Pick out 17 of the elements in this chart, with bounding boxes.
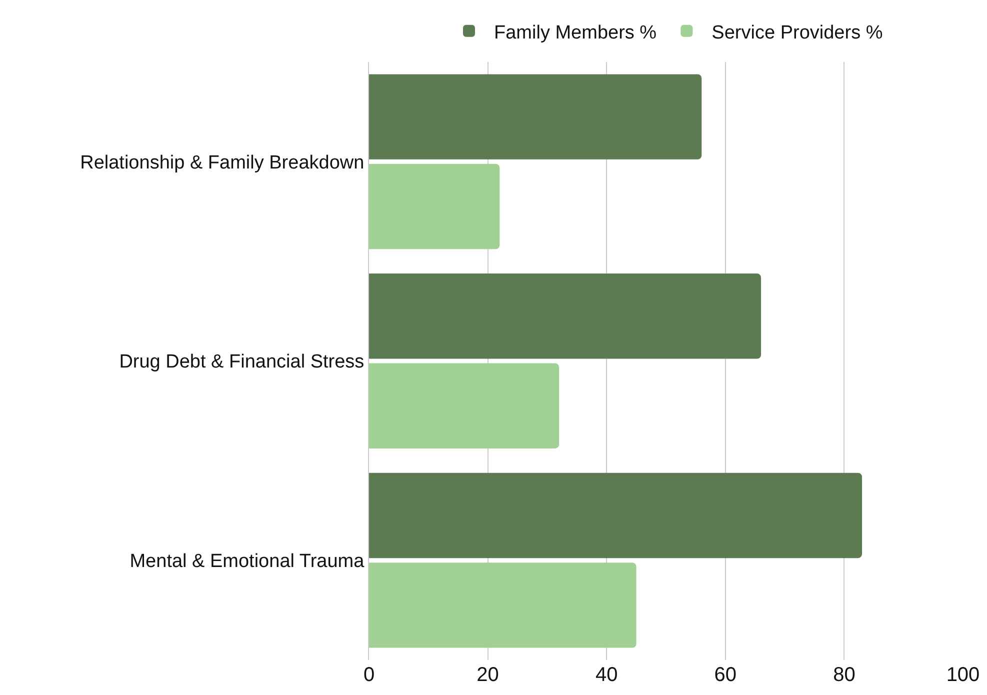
y-tick-label: Relationship & Family Breakdown [80,152,364,174]
x-tick-label: 60 [714,664,737,686]
bar [369,562,636,648]
x-tick-label: 100 [946,664,980,686]
bar [369,274,762,359]
x-tick-label: 40 [595,664,618,686]
bar [369,363,560,448]
x-tick-label: 0 [363,664,375,686]
bar [369,472,862,558]
legend-label: Family Members % [494,22,657,44]
y-tick-label: Mental & Emotional Trauma [130,550,365,572]
x-tick-label: 80 [833,664,856,686]
legend-label: Service Providers % [712,22,883,44]
bar [369,74,702,160]
y-tick-label: Drug Debt & Financial Stress [119,352,364,373]
bar [369,164,500,250]
x-tick-label: 20 [476,664,499,686]
